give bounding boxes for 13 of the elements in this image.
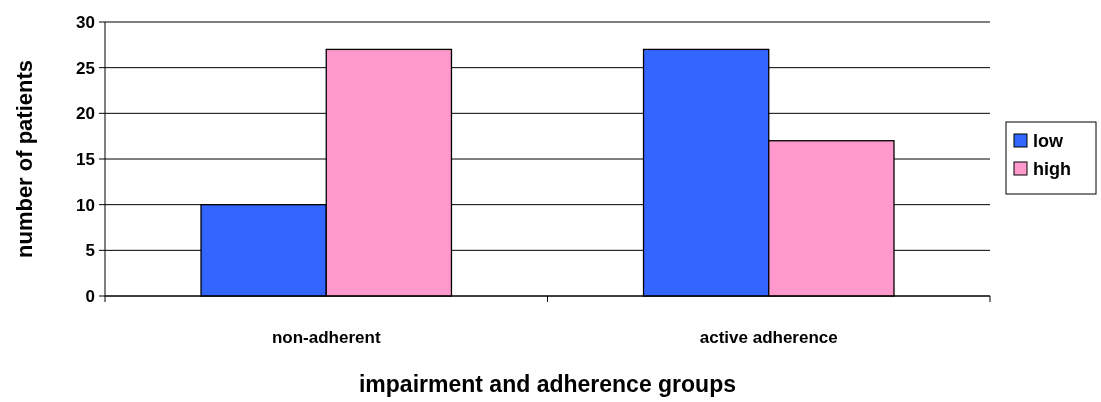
y-tick-label: 25 xyxy=(76,58,95,78)
x-axis-title: impairment and adherence groups xyxy=(358,371,737,397)
y-tick-label: 30 xyxy=(76,12,95,32)
y-tick-label: 10 xyxy=(76,195,95,215)
y-tick-label: 20 xyxy=(76,104,95,124)
legend-label: high xyxy=(1033,159,1071,180)
x-tick-label: non-adherent xyxy=(271,328,381,347)
y-tick-label: 5 xyxy=(85,241,95,261)
y-tick-label: 15 xyxy=(76,149,95,169)
y-tick-label: 0 xyxy=(85,286,95,306)
x-tick-label: active adherence xyxy=(699,328,838,347)
legend-label: low xyxy=(1033,131,1064,152)
y-axis-title: number of patients xyxy=(12,59,37,259)
